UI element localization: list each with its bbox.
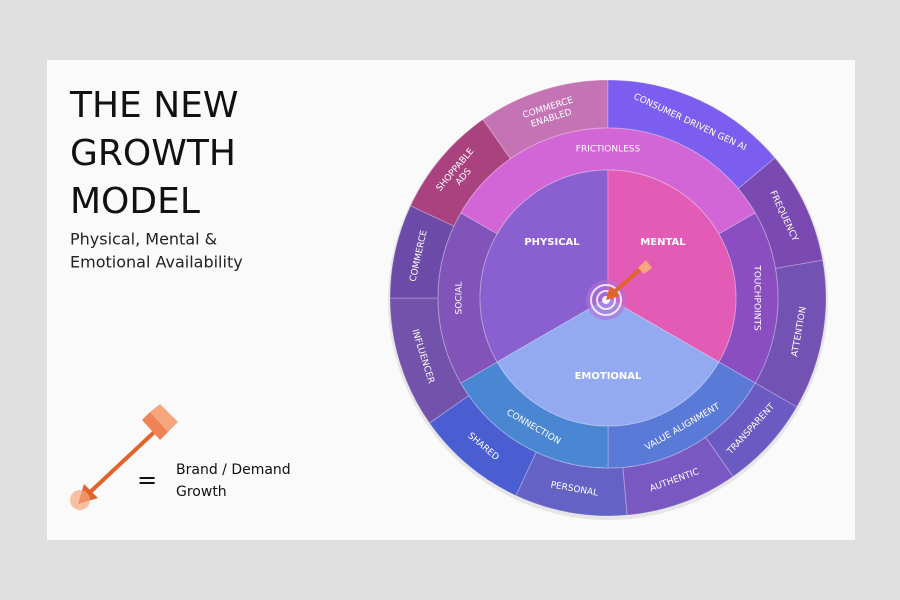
legend-label: Growth	[176, 484, 227, 500]
outer-segment	[607, 79, 776, 190]
legend-symbol: =	[137, 466, 157, 494]
legend-label: Brand / Demand	[176, 462, 291, 478]
inner-label-line: EMOTIONAL	[575, 371, 642, 382]
target	[586, 260, 652, 320]
legend-arrow	[70, 404, 178, 510]
inner-segment	[479, 169, 609, 363]
middle-label: FRICTIONLESS	[576, 145, 641, 155]
middle-label-line: FRICTIONLESS	[576, 145, 641, 155]
middle-label-line: TOUCHPOINTS	[752, 264, 762, 331]
inner-label-line: PHYSICAL	[524, 237, 580, 248]
middle-label: SOCIAL	[455, 282, 465, 315]
inner-segment	[607, 169, 737, 363]
title: THE NEW GROWTH MODEL	[69, 85, 239, 222]
inner-label: PHYSICAL	[524, 237, 580, 248]
title-line: GROWTH	[70, 133, 236, 174]
middle-label: TOUCHPOINTS	[752, 264, 762, 331]
inner-segment	[496, 297, 720, 427]
inner-label: EMOTIONAL	[575, 371, 642, 382]
inner-label: MENTAL	[640, 237, 686, 248]
subtitle-line: Physical, Mental &	[70, 230, 217, 249]
subtitle-line: Emotional Availability	[70, 253, 243, 272]
title-line: MODEL	[70, 181, 200, 222]
middle-label-line: SOCIAL	[455, 282, 465, 315]
title-line: THE NEW	[69, 85, 239, 126]
inner-label-line: MENTAL	[640, 237, 686, 248]
